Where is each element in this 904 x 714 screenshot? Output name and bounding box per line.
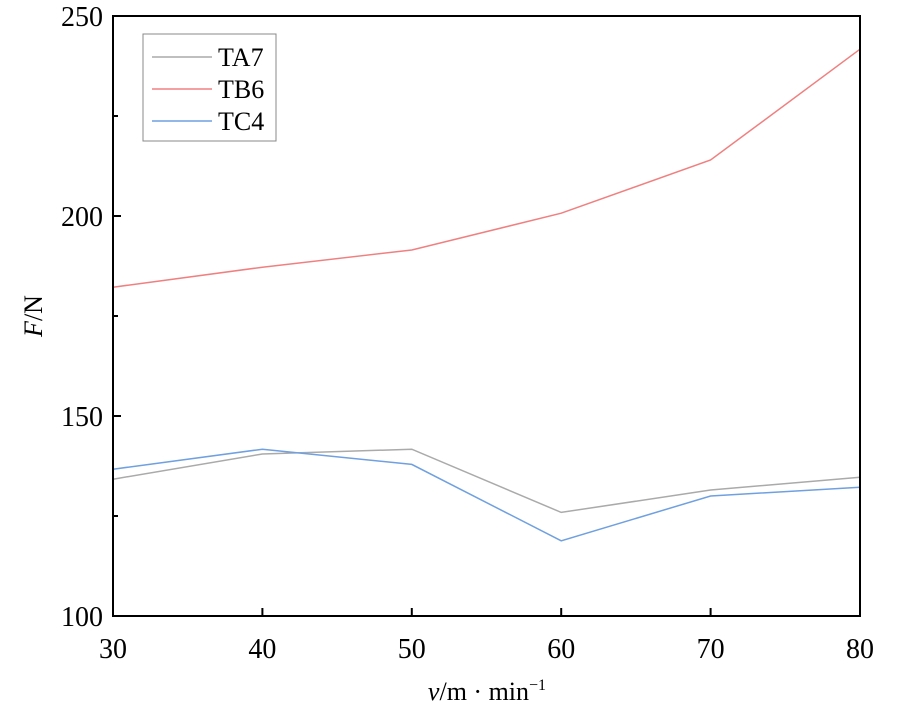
x-tick-label: 40	[248, 634, 276, 665]
series-line-tc4	[112, 448, 861, 542]
x-axis-label: v/m · min−1	[428, 677, 546, 706]
x-tick-label: 60	[547, 634, 575, 665]
x-tick-label: 50	[398, 634, 426, 665]
x-tick-label: 80	[846, 634, 874, 665]
x-tick-label: 30	[99, 634, 127, 665]
x-tick-label: 70	[697, 634, 725, 665]
legend-label: TC4	[218, 107, 264, 136]
series-line-tb6	[112, 48, 861, 288]
y-tick-label: 100	[61, 602, 103, 633]
y-tick-label: 150	[61, 402, 103, 433]
legend-label: TB6	[218, 75, 264, 104]
y-tick-label: 250	[61, 2, 103, 33]
y-tick-label: 200	[61, 202, 103, 233]
y-axis-label: F/N	[19, 295, 48, 338]
legend: TA7 TB6 TC4	[142, 33, 277, 142]
legend-label: TA7	[218, 43, 264, 72]
series-line-ta7	[112, 448, 861, 514]
legend-box	[142, 33, 277, 142]
